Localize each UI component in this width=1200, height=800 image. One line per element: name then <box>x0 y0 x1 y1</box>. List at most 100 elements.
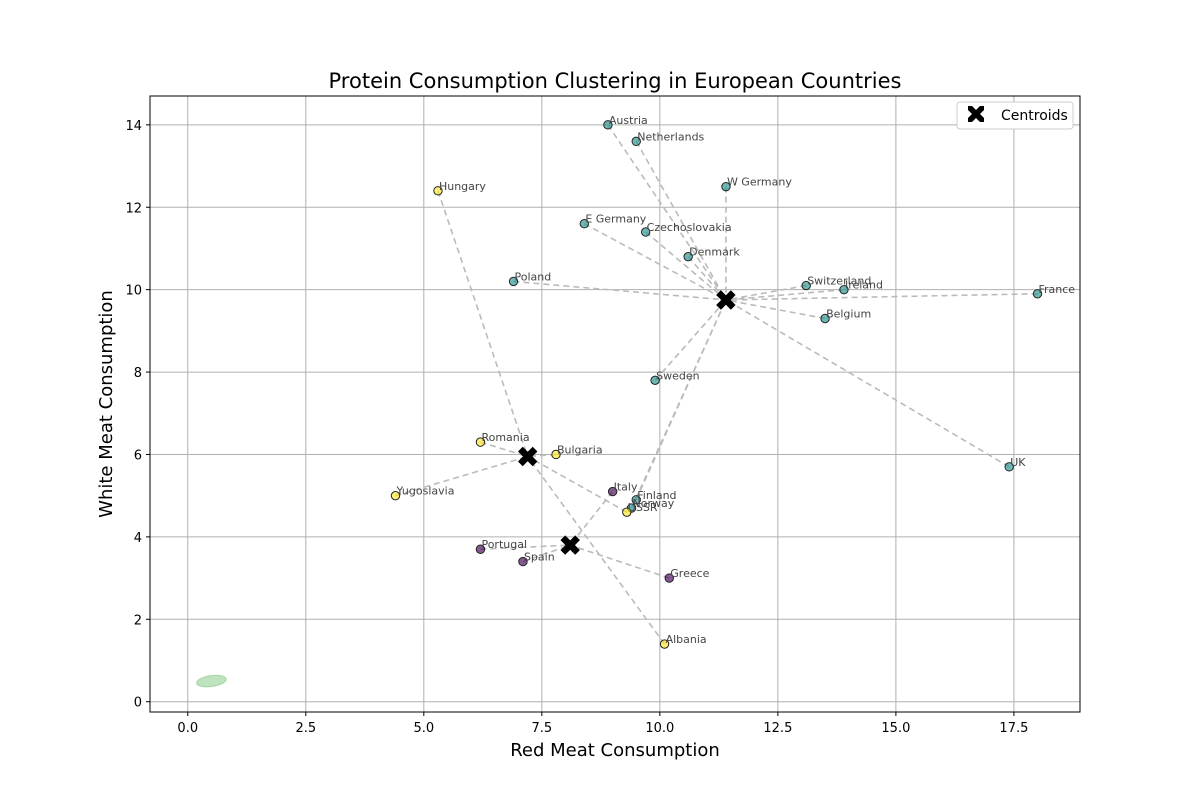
assignment-line <box>480 544 571 551</box>
point-label: Finland <box>637 489 676 502</box>
point-label: Spain <box>524 551 555 564</box>
y-tick-label: 8 <box>134 366 142 381</box>
point-label: Sweden <box>656 369 699 382</box>
density-blob-layer <box>195 674 227 688</box>
grid-layer <box>150 96 1080 712</box>
data-point <box>650 375 660 386</box>
assignment-line <box>635 140 727 301</box>
ticks-layer: 0.0 2.5 5.0 7.5 10.0 12.5 15.0 17.5 0 2 4 6 8 10 12 14 <box>125 119 1028 736</box>
assignment-line <box>395 455 528 497</box>
assignment-line <box>645 231 727 301</box>
y-tick-label: 14 <box>125 119 142 134</box>
assignment-line <box>527 456 666 645</box>
point-label: Yugoslavia <box>395 485 454 498</box>
y-tick-label: 10 <box>125 284 142 299</box>
centroid-marker <box>716 290 736 310</box>
point-label: Romania <box>481 431 529 444</box>
plot-frame <box>149 95 1081 713</box>
points-layer <box>390 120 1043 649</box>
assignment-lines-layer <box>395 124 1038 645</box>
data-point <box>820 313 830 324</box>
data-point <box>551 449 561 460</box>
data-point <box>1032 289 1043 299</box>
centroids-layer <box>517 290 736 555</box>
x-tick-label: 7.5 <box>531 721 552 736</box>
point-label: E Germany <box>585 213 646 226</box>
point-label: Denmark <box>689 246 740 259</box>
assignment-line <box>725 292 1038 301</box>
data-point <box>801 280 811 291</box>
legend-centroid-marker <box>968 106 984 122</box>
point-label: Greece <box>670 567 709 580</box>
data-point <box>622 507 632 517</box>
assignment-line <box>569 544 670 579</box>
point-label: Poland <box>515 270 552 283</box>
chart-title: Protein Consumption Clustering in Europe… <box>329 69 902 93</box>
centroid-marker <box>560 535 580 555</box>
point-label: USSR <box>628 501 658 514</box>
y-axis-label: White Meat Consumption <box>96 290 117 518</box>
assignment-line <box>725 299 826 320</box>
x-tick-label: 0.0 <box>177 721 198 736</box>
assignment-line <box>583 223 727 301</box>
data-point <box>1004 462 1014 472</box>
point-label: Albania <box>666 633 707 646</box>
point-label: Switzerland <box>807 275 871 288</box>
centroid-marker <box>517 446 538 467</box>
data-point <box>603 120 613 130</box>
data-point <box>659 639 670 649</box>
data-point <box>683 251 693 262</box>
x-tick-label: 12.5 <box>763 721 792 736</box>
point-label: Hungary <box>439 180 486 193</box>
data-point <box>433 186 443 196</box>
data-point <box>390 490 401 501</box>
assignment-line <box>630 299 727 509</box>
data-point <box>631 495 641 505</box>
assignment-line <box>527 455 628 513</box>
density-blob <box>195 674 227 688</box>
x-tick-label: 2.5 <box>295 721 316 736</box>
point-label: UK <box>1010 456 1026 469</box>
point-label: Bulgaria <box>557 443 603 456</box>
assignment-line <box>607 124 727 301</box>
data-point <box>839 284 849 295</box>
y-tick-label: 12 <box>125 201 142 216</box>
data-point <box>640 227 651 237</box>
y-tick-label: 0 <box>134 696 142 711</box>
point-labels-layer: Albania Austria Belgium Bulgaria Czechoslova… <box>395 114 1075 646</box>
point-label: W Germany <box>727 176 792 189</box>
data-point <box>475 437 486 447</box>
assignment-line <box>522 544 571 563</box>
legend: Centroids <box>956 101 1074 130</box>
data-point <box>518 556 528 567</box>
data-point <box>721 181 731 192</box>
point-label: Netherlands <box>637 130 704 143</box>
data-point <box>664 573 674 583</box>
point-label: Norway <box>633 497 675 510</box>
data-point <box>631 136 641 147</box>
data-point <box>607 486 618 497</box>
legend-entry-centroids: Centroids <box>1001 108 1068 124</box>
data-point <box>579 219 590 229</box>
point-label: Ireland <box>845 279 883 292</box>
assignment-line <box>437 190 529 457</box>
y-tick-label: 4 <box>134 531 142 546</box>
data-point <box>508 276 519 287</box>
x-axis-label: Red Meat Consumption <box>510 740 720 761</box>
assignment-line <box>480 441 528 458</box>
point-label: France <box>1039 283 1076 296</box>
y-tick-label: 6 <box>134 448 142 463</box>
assignment-line <box>654 299 727 381</box>
assignment-line <box>513 280 727 301</box>
x-tick-label: 15.0 <box>881 721 910 736</box>
y-tick-label: 2 <box>134 613 142 628</box>
point-label: Czechoslovakia <box>647 221 732 234</box>
point-label: Austria <box>609 114 648 127</box>
assignment-line <box>725 299 1010 468</box>
legend-box <box>956 101 1074 130</box>
point-label: Portugal <box>481 538 527 551</box>
point-label: Belgium <box>826 308 871 321</box>
data-point <box>475 544 486 554</box>
